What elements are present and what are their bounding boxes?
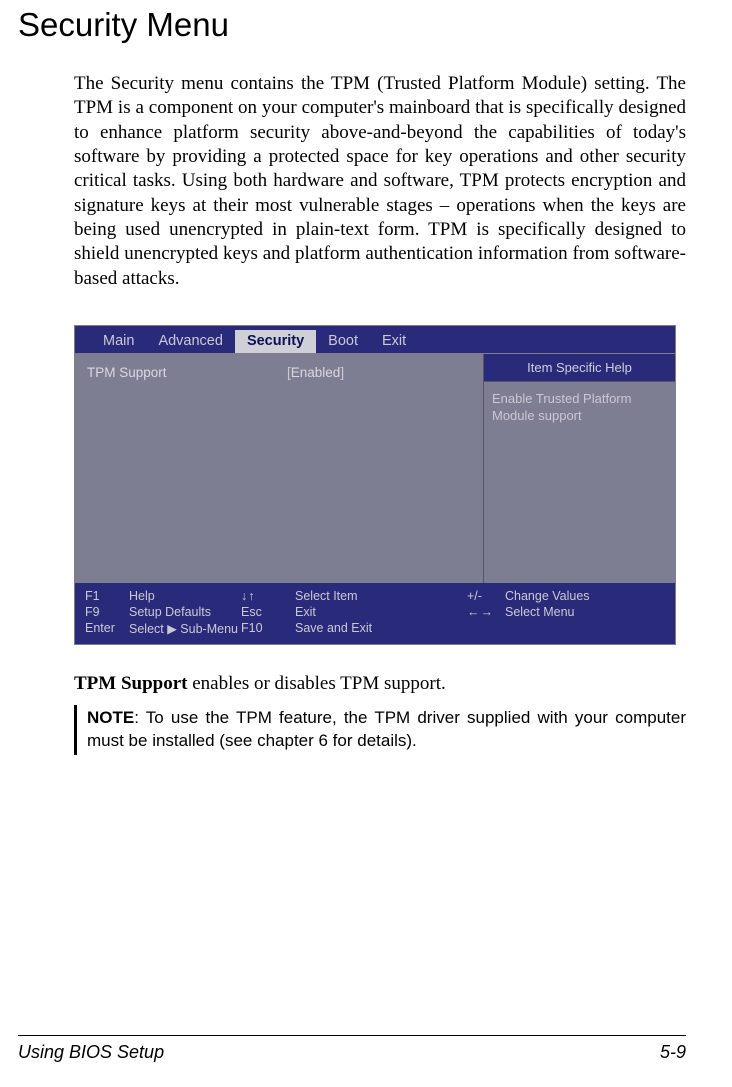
bios-option-value-text: Enabled <box>291 365 341 380</box>
bios-tab-bar: Main Advanced Security Boot Exit <box>75 326 675 353</box>
bios-help-panel: Item Specific Help Enable Trusted Platfo… <box>483 354 675 583</box>
note-box: NOTE: To use the TPM feature, the TPM dr… <box>74 705 686 755</box>
bios-screenshot: Main Advanced Security Boot Exit TPM Sup… <box>74 325 676 645</box>
bios-option-row[interactable]: TPM Support [Enabled] <box>87 364 471 382</box>
footer-label-setupdefaults: Setup Defaults <box>129 605 241 619</box>
footer-arrows-updown: ↓↑ <box>241 589 295 603</box>
footer-key-esc: Esc <box>241 605 295 619</box>
bios-tab-main[interactable]: Main <box>91 330 146 353</box>
bios-tab-boot[interactable]: Boot <box>316 330 370 353</box>
bios-body: TPM Support [Enabled] Item Specific Help… <box>75 353 675 583</box>
footer-label-selectitem: Select Item <box>295 589 467 603</box>
footer-key-f1: F1 <box>85 589 129 603</box>
tpm-support-line: TPM Support enables or disables TPM supp… <box>74 673 686 695</box>
footer-label-exit: Exit <box>295 605 467 619</box>
bios-option-name: TPM Support <box>87 364 287 382</box>
footer-label-saveexit: Save and Exit <box>295 621 467 636</box>
bios-help-body: Enable Trusted Platform Module support <box>484 382 675 433</box>
note-label: NOTE <box>87 708 134 727</box>
footer-label-changevalues: Change Values <box>505 589 665 603</box>
page: Security Menu The Security menu contains… <box>0 0 732 1087</box>
intro-paragraph: The Security menu contains the TPM (Trus… <box>74 72 686 291</box>
page-footer: Using BIOS Setup 5-9 <box>18 1035 686 1063</box>
footer-arrows-leftright: ←→ <box>467 605 505 619</box>
bios-footer: F1 Help ↓↑ Select Item +/- Change Values… <box>75 583 675 644</box>
footer-key-f9: F9 <box>85 605 129 619</box>
footer-label-help: Help <box>129 589 241 603</box>
bios-tab-exit[interactable]: Exit <box>370 330 418 353</box>
footer-label-selectmenu: Select Menu <box>505 605 665 619</box>
footer-right: 5-9 <box>660 1042 686 1063</box>
tpm-support-label: TPM Support <box>74 673 188 694</box>
section-heading: Security Menu <box>18 0 686 72</box>
bios-left-panel: TPM Support [Enabled] <box>75 354 483 583</box>
tpm-support-desc: enables or disables TPM support. <box>188 673 446 694</box>
footer-key-plusminus: +/- <box>467 589 505 603</box>
bios-option-value: [Enabled] <box>287 364 344 382</box>
footer-key-enter: Enter <box>85 621 129 636</box>
bios-tab-advanced[interactable]: Advanced <box>146 330 235 353</box>
bios-tab-security[interactable]: Security <box>235 330 316 353</box>
bios-help-title: Item Specific Help <box>484 354 675 382</box>
note-text: : To use the TPM feature, the TPM driver… <box>87 708 686 750</box>
footer-key-f10: F10 <box>241 621 295 636</box>
footer-left: Using BIOS Setup <box>18 1042 164 1063</box>
footer-label-submenu: Select ▶ Sub-Menu <box>129 621 241 636</box>
